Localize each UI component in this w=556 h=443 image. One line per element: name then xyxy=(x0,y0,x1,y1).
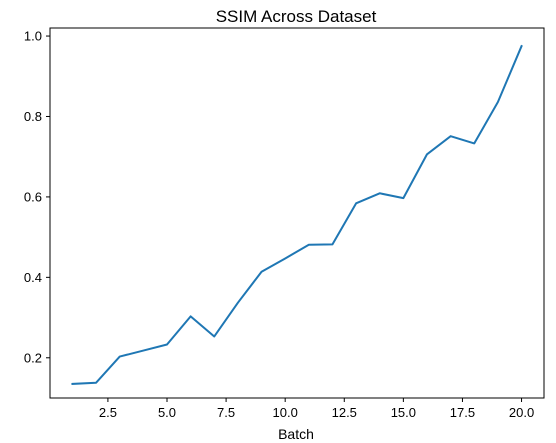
x-tick-label: 7.5 xyxy=(217,405,235,420)
plot-area-frame xyxy=(49,27,545,399)
y-tick-label: 0.6 xyxy=(24,189,42,204)
y-tick-label: 1.0 xyxy=(24,29,42,44)
x-tick-label: 12.5 xyxy=(332,405,357,420)
y-tick-label: 0.8 xyxy=(24,109,42,124)
x-tick-label: 10.0 xyxy=(273,405,298,420)
series-layer xyxy=(71,44,523,385)
x-tick-label: 5.0 xyxy=(158,405,176,420)
y-axis-ticks: 0.2 0.4 0.6 0.8 1.0 xyxy=(24,29,50,365)
y-tick-label: 0.4 xyxy=(24,270,42,285)
x-tick-label: 17.5 xyxy=(450,405,475,420)
x-tick-label: 20.0 xyxy=(509,405,534,420)
x-axis-ticks: 2.5 5.0 7.5 10.0 12.5 15.0 17.5 20.0 xyxy=(99,398,534,420)
chart-title: SSIM Across Dataset xyxy=(216,7,377,26)
y-tick-label: 0.2 xyxy=(24,350,42,365)
x-axis-title: Batch xyxy=(278,426,314,442)
ssim-series-line xyxy=(71,44,523,385)
x-tick-label: 15.0 xyxy=(391,405,416,420)
x-tick-label: 2.5 xyxy=(99,405,117,420)
